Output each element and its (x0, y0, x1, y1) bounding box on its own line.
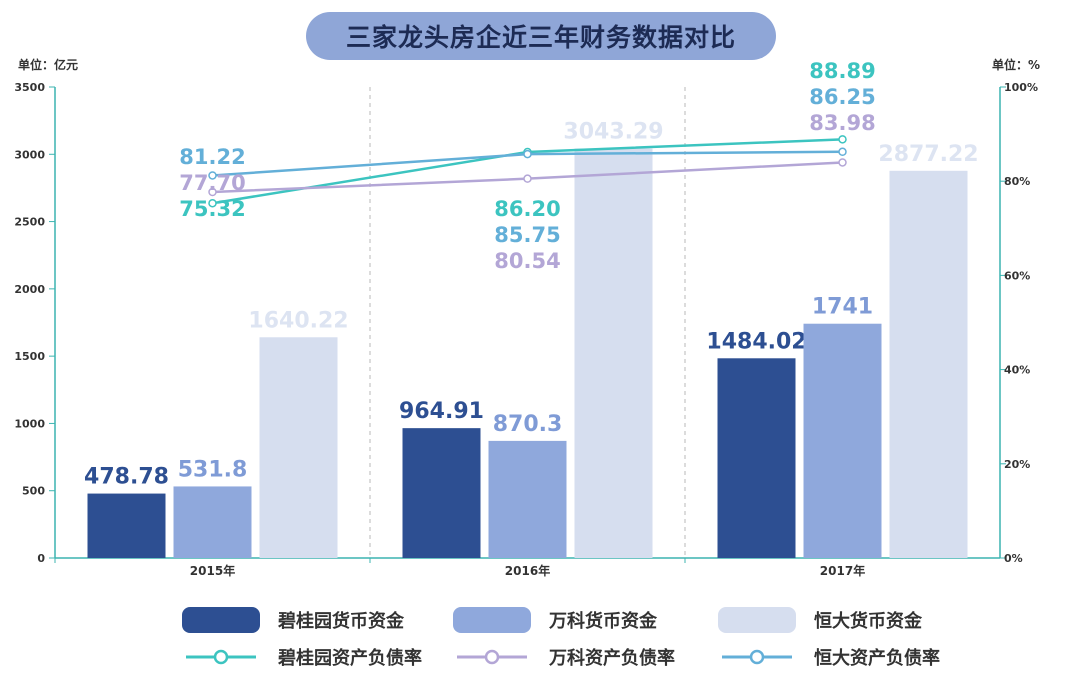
legend-item-evergrande-cash: 恒大货币资金 (718, 605, 922, 635)
bar-value-label: 3043.29 (563, 119, 663, 144)
legend-line-glyph (186, 649, 256, 665)
legend-item-bgy-cash: 碧桂园货币资金 (182, 605, 404, 635)
right-axis-unit: 单位：% (992, 58, 1041, 72)
legend-swatch-vanke-cash (453, 607, 531, 633)
line-value-label: 86.20 (494, 197, 560, 221)
line-value-label: 85.75 (494, 223, 560, 247)
right-tick-label: 20% (1004, 458, 1030, 471)
series-point (208, 198, 217, 208)
bar-value-label: 478.78 (84, 465, 169, 490)
left-tick-label: 2500 (14, 216, 45, 229)
legend-swatch-bgy-cash (182, 607, 260, 633)
series-point (838, 158, 847, 167)
bar-value-label: 964.91 (399, 399, 484, 424)
bar (402, 428, 481, 558)
chart-canvas: 0 500 1000 1500 2000 2500 3000 3500 0% 20% 40% 60% 8… (14, 59, 1038, 578)
left-tick-label: 1500 (14, 350, 45, 363)
left-tick-label: 0 (37, 552, 45, 565)
bar (173, 486, 252, 558)
legend-bars: 碧桂园货币资金 万科货币资金 恒大货币资金 (0, 605, 1080, 635)
series-point (523, 174, 532, 183)
right-tick-label: 100% (1004, 81, 1038, 94)
left-tick-label: 3500 (14, 81, 45, 94)
right-tick-label: 80% (1004, 175, 1030, 188)
line-value-label: 81.22 (179, 145, 245, 169)
legend-line-marker (749, 649, 765, 665)
bar-value-label: 531.8 (178, 457, 248, 482)
legend-item-vanke-cash: 万科货币资金 (453, 605, 657, 635)
bar (889, 170, 968, 558)
series-point (208, 171, 217, 180)
bar-value-label: 1640.22 (248, 308, 348, 333)
series-point (838, 147, 847, 157)
bar (259, 337, 338, 558)
left-tick-label: 3000 (14, 148, 45, 161)
bar (87, 493, 166, 558)
series-point (208, 187, 217, 197)
series-point (838, 135, 847, 144)
legend-lines: 碧桂园资产负债率 万科资产负债率 恒大资产负债率 (0, 642, 1080, 672)
line-value-label: 83.98 (809, 111, 875, 135)
right-tick-label: 0% (1004, 552, 1023, 565)
left-tick-label: 500 (22, 485, 45, 498)
x-tick-label: 2016年 (505, 563, 550, 578)
bar-value-label: 1741 (812, 295, 873, 320)
legend-label-bgy-cash: 碧桂园货币资金 (278, 611, 404, 632)
x-tick-label: 2017年 (820, 563, 865, 578)
legend-item-bgy-debt: 碧桂园资产负债率 (182, 642, 422, 672)
legend-label-bgy-debt: 碧桂园资产负债率 (278, 648, 422, 669)
legend-swatch-evergrande-cash (718, 607, 796, 633)
legend-label-vanke-cash: 万科货币资金 (549, 611, 657, 632)
series-point (523, 149, 532, 159)
x-tick-label: 2015年 (190, 563, 235, 578)
left-tick-label: 2000 (14, 283, 45, 296)
legend-line-marker (484, 649, 500, 665)
bar-value-label: 2877.22 (878, 142, 978, 167)
legend-line-swatch-evergrande-debt (718, 647, 796, 667)
bar (803, 323, 882, 558)
legend-label-vanke-debt: 万科资产负债率 (549, 648, 675, 669)
bar (574, 148, 653, 558)
line-value-label: 75.32 (179, 197, 245, 221)
legend-item-evergrande-debt: 恒大资产负债率 (718, 642, 940, 672)
right-tick-label: 40% (1004, 364, 1030, 377)
bar-value-label: 1484.02 (706, 329, 806, 354)
bar (488, 440, 567, 558)
legend-label-evergrande-debt: 恒大资产负债率 (814, 648, 940, 669)
line-value-label: 86.25 (809, 85, 875, 109)
legend-line-marker (213, 649, 229, 665)
bar-value-label: 870.3 (493, 412, 563, 437)
legend-line-swatch-bgy-debt (182, 647, 260, 667)
bar (717, 358, 796, 558)
right-tick-label: 60% (1004, 269, 1030, 282)
line-value-label: 80.54 (494, 249, 560, 273)
legend-line-glyph (457, 649, 527, 665)
line-value-label: 88.89 (809, 59, 875, 83)
legend-label-evergrande-cash: 恒大货币资金 (814, 611, 922, 632)
legend-item-vanke-debt: 万科资产负债率 (453, 642, 675, 672)
left-axis-unit: 单位：亿元 (18, 58, 79, 72)
line-value-label: 77.70 (179, 171, 245, 195)
chart-title: 三家龙头房企近三年财务数据对比 (306, 12, 776, 60)
left-tick-label: 1000 (14, 417, 45, 430)
legend-line-swatch-vanke-debt (453, 647, 531, 667)
legend-line-glyph (722, 649, 792, 665)
